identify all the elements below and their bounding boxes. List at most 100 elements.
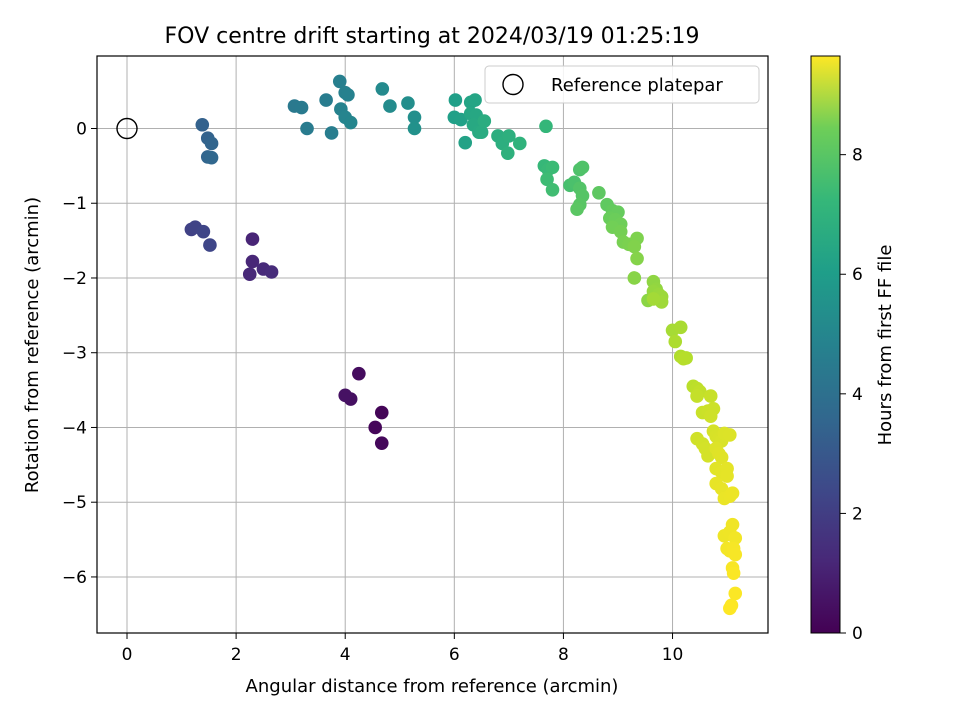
y-tick-label: 0 [76,119,87,139]
data-point [294,100,309,115]
colorbar-tick-label: 6 [852,265,863,285]
chart-title: FOV centre drift starting at 2024/03/19 … [165,24,700,49]
data-point [468,93,482,107]
data-point [575,160,590,175]
data-point [407,121,422,136]
data-point [343,115,358,130]
data-point [723,428,737,442]
data-point [374,405,389,420]
grid-lines [97,56,768,633]
scatter-points [184,74,743,616]
y-axis-ticks: 0 −1 −2 −3 −4 −5 −6 [62,119,97,588]
y-tick-label: −6 [62,568,87,588]
data-point [646,292,661,306]
data-point [374,436,389,450]
data-point [703,409,718,424]
data-point [341,88,355,102]
data-point [613,224,628,239]
reference-point [116,117,138,140]
data-point [477,114,492,128]
legend: Reference platepar [484,65,760,104]
colorbar-tick-label: 8 [852,146,863,166]
data-point [630,251,644,266]
data-point [545,160,560,175]
x-axis-label: Angular distance from reference (arcmin) [246,676,619,697]
plot-frame [96,55,769,634]
data-point [720,469,734,483]
data-point [454,112,468,127]
data-point [401,96,415,110]
data-point [545,182,560,197]
colorbar: 0 2 4 6 8 Hours from first FF file [810,55,896,644]
y-tick-label: −4 [62,418,87,438]
data-point [204,150,219,165]
legend-box [484,65,760,104]
colorbar-gradient [810,55,841,634]
data-point [725,486,740,501]
legend-marker-icon [502,73,524,96]
x-tick-label: 4 [340,645,351,665]
data-point [319,93,333,107]
data-point [627,239,642,254]
data-point [245,254,260,269]
data-point [540,172,554,187]
data-point [725,517,740,532]
data-point [448,93,463,107]
reference-marker [116,117,138,140]
x-tick-label: 2 [231,645,242,665]
y-tick-label: −3 [62,344,87,364]
data-point [728,586,743,601]
data-point [690,389,704,403]
data-point [458,135,473,150]
data-point [592,185,606,200]
y-tick-label: −5 [62,493,87,513]
data-point [383,99,397,113]
data-point [242,267,257,282]
data-point [300,121,314,136]
colorbar-tick-label: 4 [852,385,863,405]
data-point [502,129,516,143]
data-point [245,232,260,246]
data-point [728,531,743,545]
data-point [512,136,527,151]
data-point [676,351,691,366]
data-point [203,238,217,252]
data-point [196,224,211,239]
colorbar-label: Hours from first FF file [875,245,896,446]
data-point [352,366,366,381]
data-point [673,320,688,335]
data-point [668,334,683,349]
data-point [728,547,743,562]
data-point [627,271,642,285]
data-point [714,450,729,465]
data-point [703,389,718,403]
data-point [474,125,489,140]
y-tick-label: −2 [62,269,87,289]
colorbar-tick-label: 0 [852,624,863,644]
data-point [570,202,584,217]
data-point [338,388,353,403]
data-point [726,566,741,581]
colorbar-ticks: 0 2 4 6 8 [840,146,863,644]
data-point [324,126,339,140]
data-point [332,74,347,89]
data-point [375,82,390,96]
data-point [407,110,422,125]
legend-label: Reference platepar [551,75,723,96]
data-point [264,265,279,279]
x-tick-label: 6 [449,645,460,665]
x-axis-ticks: 0 2 4 6 8 10 [122,633,684,665]
colorbar-tick-label: 2 [852,504,863,524]
data-point [204,136,219,151]
data-point [723,601,737,616]
y-tick-label: −1 [62,194,87,214]
x-tick-label: 8 [558,645,569,665]
data-point [368,420,383,435]
data-point [500,146,515,160]
data-point [539,119,553,134]
data-point [195,117,210,132]
x-tick-label: 10 [662,645,684,665]
x-tick-label: 0 [122,645,133,665]
